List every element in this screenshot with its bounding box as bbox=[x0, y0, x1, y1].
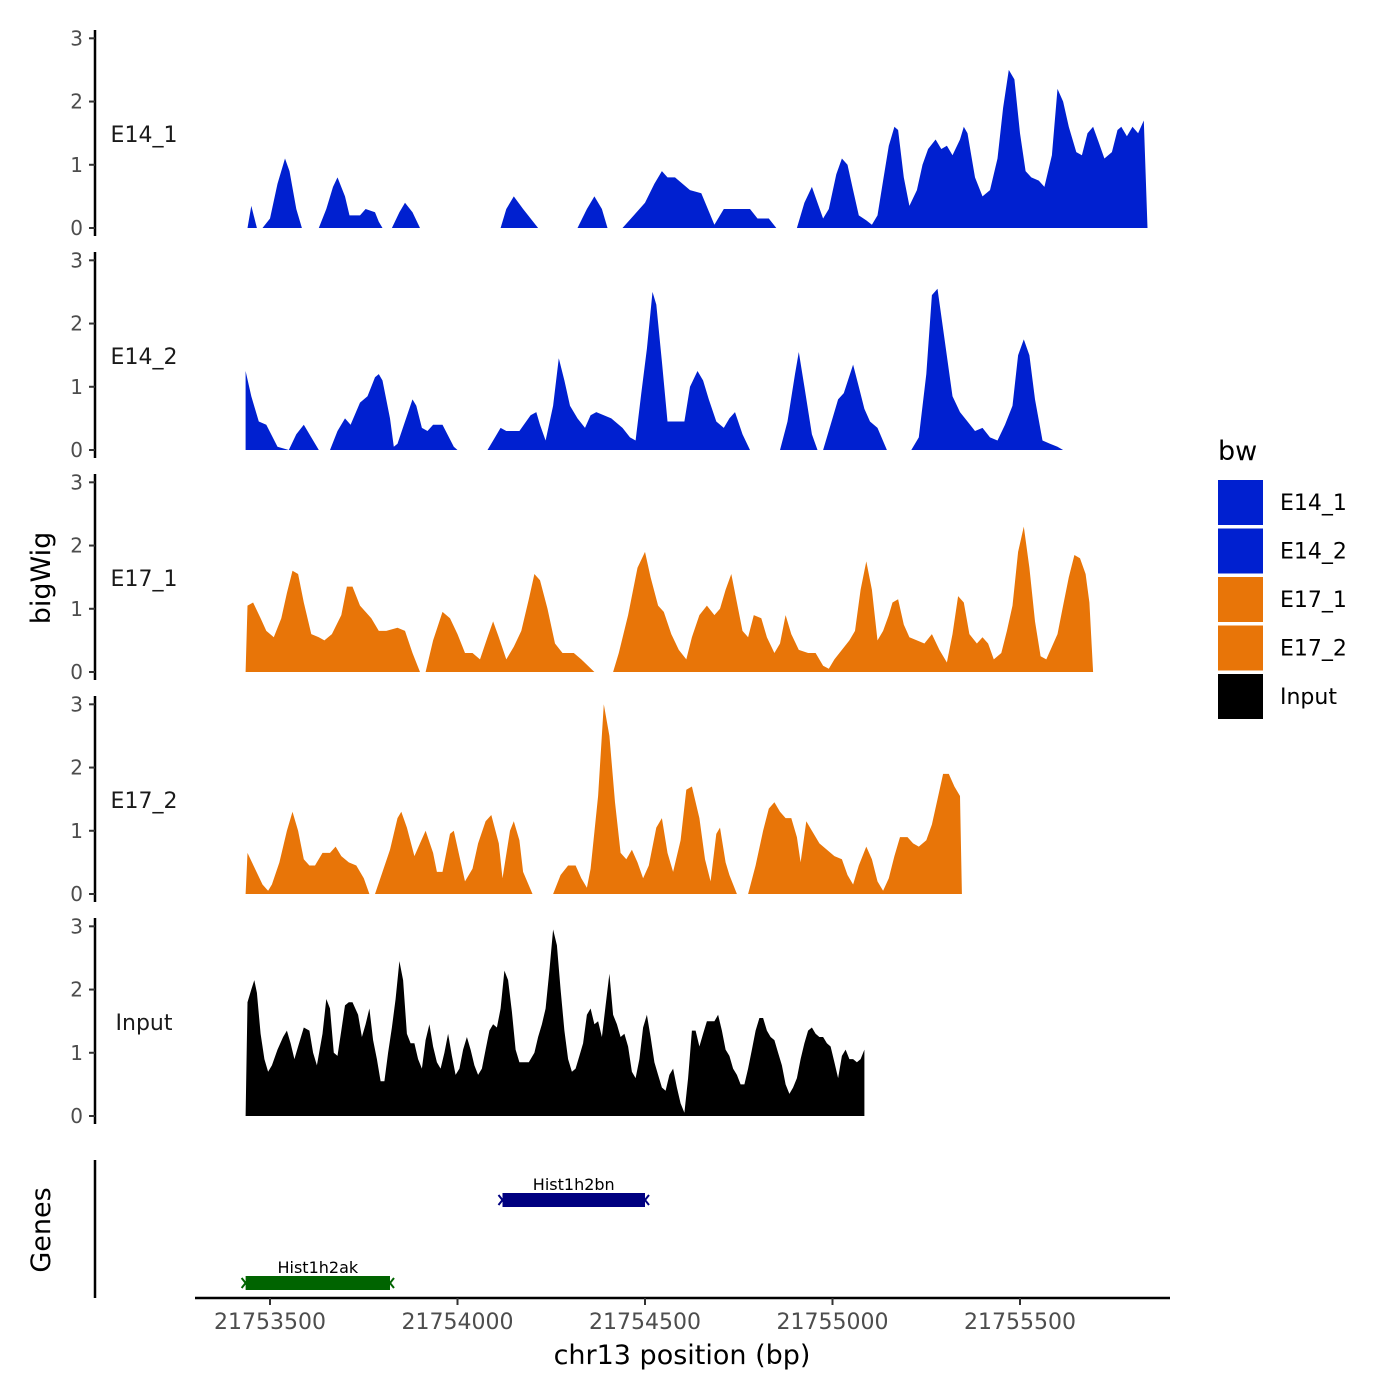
panel-e17-1: 0 1 2 3 E17_1 bbox=[70, 470, 1094, 684]
x-axis-title: chr13 position (bp) bbox=[554, 1340, 811, 1371]
panel-label: E14_1 bbox=[111, 123, 178, 148]
x-axis: 21753500 21754000 21754500 21755000 21755500 bbox=[195, 1296, 1170, 1335]
gene-label: Hist1h2bn bbox=[533, 1175, 615, 1194]
y-tick-label: 2 bbox=[70, 312, 83, 336]
panel-label: E14_2 bbox=[111, 345, 178, 370]
y-tick-label: 0 bbox=[70, 216, 83, 240]
y-tick-label: 3 bbox=[70, 26, 83, 50]
area-e14-2-segment-1 bbox=[245, 371, 289, 450]
y-tick-label: 2 bbox=[70, 978, 83, 1002]
panel-input: 0 1 2 3 Input bbox=[70, 914, 865, 1128]
gene-label: Hist1h2ak bbox=[277, 1258, 358, 1277]
area-e14-1-segment-1 bbox=[247, 205, 257, 228]
gene-hist1h2bn: Hist1h2bn bbox=[497, 1175, 650, 1207]
area-e14-1-segment-3 bbox=[318, 177, 383, 228]
y-tick-label: 1 bbox=[70, 597, 83, 621]
x-tick-label: 21755500 bbox=[964, 1310, 1076, 1335]
y-tick-label: 0 bbox=[70, 438, 83, 462]
strand-marker-icon bbox=[640, 1194, 650, 1206]
area-e14-1-segment-7 bbox=[622, 171, 777, 228]
strand-marker-icon bbox=[240, 1277, 251, 1289]
panel-label: E17_2 bbox=[111, 789, 178, 814]
legend-swatch-e14-1 bbox=[1218, 480, 1263, 525]
y-tick-label: 1 bbox=[70, 819, 83, 843]
area-e14-1-segment-5 bbox=[500, 196, 539, 228]
legend-label-input: Input bbox=[1280, 685, 1337, 710]
area-e14-2-segment-2 bbox=[288, 424, 319, 450]
y-tick-label: 2 bbox=[70, 90, 83, 114]
legend-swatch-e17-1 bbox=[1218, 577, 1263, 622]
x-tick-label: 21755000 bbox=[777, 1310, 889, 1335]
legend-label-e17-1: E17_1 bbox=[1280, 588, 1347, 613]
y-tick-label: 3 bbox=[70, 692, 83, 716]
signal-panels: 0 1 2 3 E14_1 0 1 2 3 E14_2 0 1 2 3 E17_1 0 1 2 3 E17_2 0 1 2 3… bbox=[70, 26, 1148, 1128]
y-tick-label: 1 bbox=[70, 153, 83, 177]
legend-swatch-input bbox=[1218, 674, 1263, 719]
strand-marker-icon bbox=[385, 1277, 395, 1289]
y-tick-label: 1 bbox=[70, 1041, 83, 1065]
genes-track: Hist1h2bn Hist1h2ak bbox=[93, 1160, 650, 1298]
area-e14-2-segment-5 bbox=[780, 352, 818, 450]
y-tick-label: 3 bbox=[70, 914, 83, 938]
gene-body bbox=[502, 1193, 645, 1207]
genes-track-title: Genes bbox=[26, 1187, 57, 1272]
y-axis-title: bigWig bbox=[26, 532, 57, 625]
panel-e17-2: 0 1 2 3 E17_2 bbox=[70, 692, 962, 906]
legend-swatch-e17-2 bbox=[1218, 625, 1263, 671]
area-e17-1-segment-3 bbox=[613, 526, 1094, 672]
gene-hist1h2ak: Hist1h2ak bbox=[240, 1258, 395, 1290]
area-e14-1-segment-8 bbox=[796, 69, 1148, 229]
area-e14-1-segment-4 bbox=[391, 202, 420, 228]
y-tick-label: 2 bbox=[70, 756, 83, 780]
area-e14-1-segment-6 bbox=[577, 196, 608, 228]
y-tick-label: 0 bbox=[70, 882, 83, 906]
area-e17-2-segment-1 bbox=[245, 811, 370, 894]
strand-marker-icon bbox=[497, 1194, 508, 1206]
area-e14-1-segment-2 bbox=[262, 158, 302, 228]
area-e17-1-segment-2 bbox=[425, 574, 595, 672]
area-e14-2-segment-4 bbox=[487, 291, 750, 450]
x-tick-label: 21754500 bbox=[589, 1310, 701, 1335]
area-e17-2-segment-2 bbox=[375, 811, 533, 894]
area-e14-2-segment-6 bbox=[823, 364, 887, 450]
area-input-segment-1 bbox=[245, 929, 865, 1116]
y-tick-label: 1 bbox=[70, 375, 83, 399]
area-e17-2-segment-3 bbox=[553, 704, 737, 894]
gene-body bbox=[245, 1276, 390, 1290]
y-tick-label: 3 bbox=[70, 248, 83, 272]
area-e17-2-segment-4 bbox=[748, 773, 962, 894]
legend-label-e14-2: E14_2 bbox=[1280, 540, 1347, 565]
panel-label: E17_1 bbox=[111, 567, 178, 592]
y-tick-label: 2 bbox=[70, 534, 83, 558]
panel-e14-2: 0 1 2 3 E14_2 bbox=[70, 248, 1064, 462]
area-e14-2-segment-7 bbox=[911, 288, 1064, 450]
y-tick-label: 0 bbox=[70, 1104, 83, 1128]
x-tick-label: 21753500 bbox=[214, 1310, 326, 1335]
y-tick-label: 0 bbox=[70, 660, 83, 684]
area-e14-2-segment-3 bbox=[330, 374, 458, 450]
legend-label-e17-2: E17_2 bbox=[1280, 637, 1347, 662]
y-tick-label: 3 bbox=[70, 470, 83, 494]
panel-label: Input bbox=[116, 1011, 173, 1036]
legend-label-e14-1: E14_1 bbox=[1280, 491, 1347, 516]
panel-e14-1: 0 1 2 3 E14_1 bbox=[70, 26, 1148, 240]
x-tick-label: 21754000 bbox=[402, 1310, 514, 1335]
legend-swatch-e14-2 bbox=[1218, 528, 1263, 574]
legend-title: bw bbox=[1218, 436, 1257, 467]
legend: bw E14_1 E14_2 E17_1 E17_2 Input bbox=[1218, 436, 1347, 719]
area-e17-1-segment-1 bbox=[245, 570, 420, 672]
